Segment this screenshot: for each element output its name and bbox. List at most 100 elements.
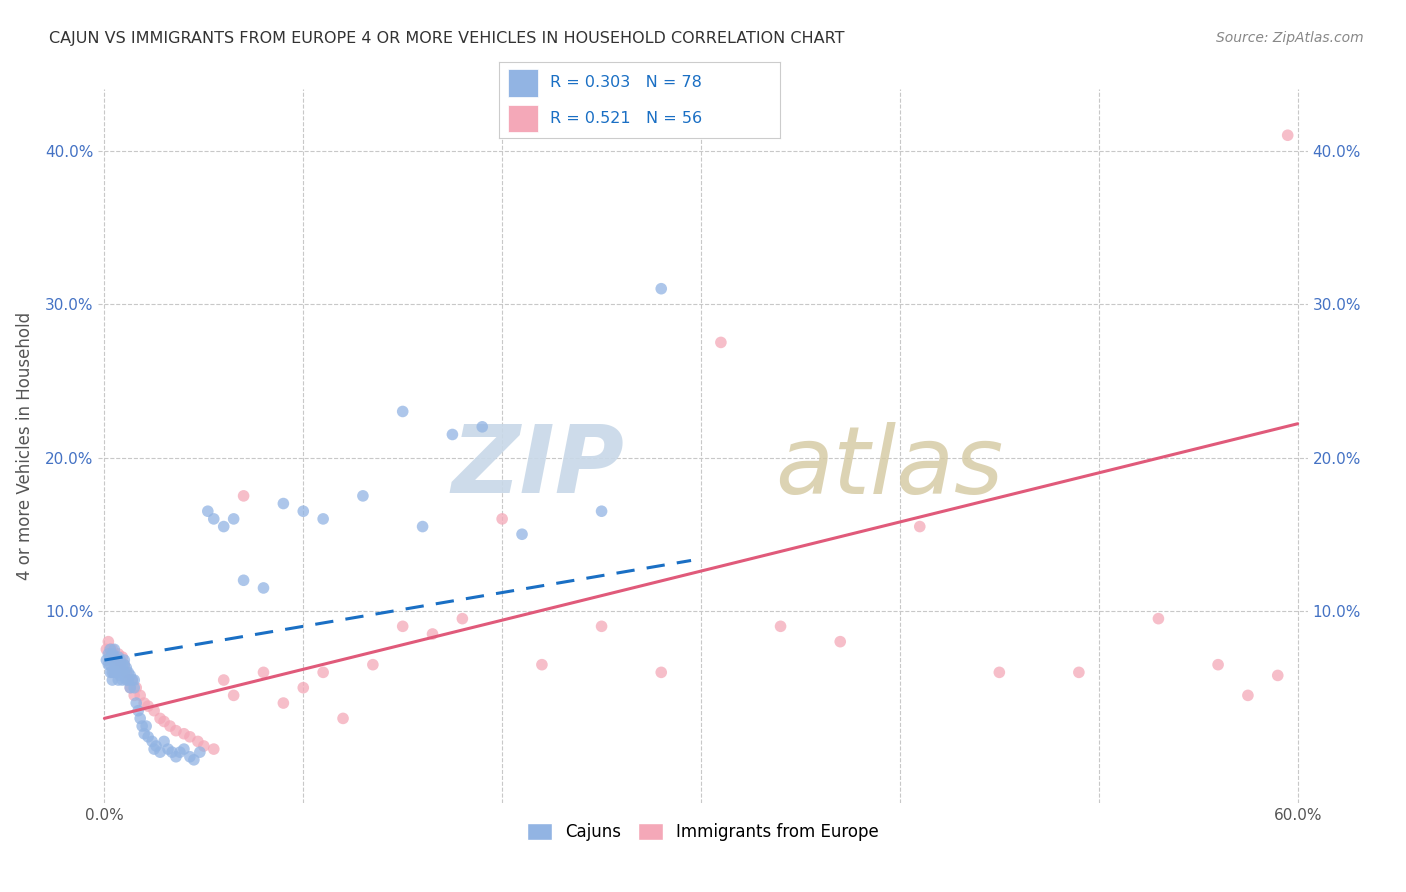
Point	[101, 673, 124, 687]
Point	[173, 727, 195, 741]
Point	[122, 673, 145, 687]
Point	[101, 647, 124, 661]
Point	[129, 711, 152, 725]
Point	[121, 673, 143, 687]
Point	[103, 657, 125, 672]
Point	[98, 642, 121, 657]
Point	[135, 719, 157, 733]
Point	[98, 642, 121, 657]
Point	[422, 627, 444, 641]
Point	[149, 745, 172, 759]
Point	[273, 497, 295, 511]
Point	[197, 504, 219, 518]
Point	[110, 653, 132, 667]
Point	[451, 612, 474, 626]
Point	[115, 673, 138, 687]
Point	[105, 665, 128, 680]
Text: R = 0.303   N = 78: R = 0.303 N = 78	[550, 76, 702, 90]
Point	[122, 681, 145, 695]
Point	[591, 619, 613, 633]
Point	[273, 696, 295, 710]
Point	[332, 711, 354, 725]
Point	[530, 657, 553, 672]
Point	[127, 704, 149, 718]
Point	[769, 619, 792, 633]
Point	[352, 489, 374, 503]
Point	[710, 335, 733, 350]
Point	[96, 653, 118, 667]
Point	[165, 749, 187, 764]
Point	[103, 642, 125, 657]
Point	[1147, 612, 1170, 626]
Point	[650, 665, 672, 680]
Text: CAJUN VS IMMIGRANTS FROM EUROPE 4 OR MORE VEHICLES IN HOUSEHOLD CORRELATION CHAR: CAJUN VS IMMIGRANTS FROM EUROPE 4 OR MOR…	[49, 31, 845, 46]
Point	[111, 650, 134, 665]
Point	[101, 665, 124, 680]
Y-axis label: 4 or more Vehicles in Household: 4 or more Vehicles in Household	[15, 312, 34, 580]
Point	[111, 657, 134, 672]
Point	[103, 665, 125, 680]
Point	[105, 653, 128, 667]
Point	[165, 723, 187, 738]
Point	[110, 657, 132, 672]
Point	[222, 512, 245, 526]
Point	[112, 657, 135, 672]
FancyBboxPatch shape	[508, 105, 538, 132]
Point	[1206, 657, 1229, 672]
Point	[112, 665, 135, 680]
Point	[115, 661, 138, 675]
Point	[96, 642, 118, 657]
Point	[136, 699, 159, 714]
Point	[107, 657, 129, 672]
Point	[391, 619, 413, 633]
Point	[110, 668, 132, 682]
Point	[391, 404, 413, 418]
Point	[179, 730, 201, 744]
Point	[988, 665, 1011, 680]
Point	[202, 512, 225, 526]
Text: R = 0.521   N = 56: R = 0.521 N = 56	[550, 111, 702, 126]
Point	[134, 727, 156, 741]
Point	[169, 745, 191, 759]
Point	[111, 673, 134, 687]
Point	[103, 653, 125, 667]
Point	[117, 665, 139, 680]
Point	[112, 653, 135, 667]
Point	[98, 650, 121, 665]
Point	[183, 753, 205, 767]
Point	[149, 711, 172, 725]
Point	[101, 642, 124, 657]
Point	[173, 742, 195, 756]
Point	[179, 749, 201, 764]
Point	[115, 665, 138, 680]
Point	[129, 689, 152, 703]
Point	[188, 745, 211, 759]
Point	[143, 742, 166, 756]
Point	[141, 734, 163, 748]
Point	[252, 581, 274, 595]
Point	[121, 673, 143, 687]
Point	[232, 489, 254, 503]
Point	[510, 527, 533, 541]
Point	[125, 696, 148, 710]
Point	[120, 668, 142, 682]
Point	[107, 647, 129, 661]
Point	[491, 512, 513, 526]
Legend: Cajuns, Immigrants from Europe: Cajuns, Immigrants from Europe	[520, 816, 886, 848]
Point	[292, 681, 315, 695]
Point	[471, 419, 494, 434]
Point	[441, 427, 464, 442]
Point	[591, 504, 613, 518]
Point	[117, 673, 139, 687]
Point	[143, 704, 166, 718]
Point	[212, 673, 235, 687]
Point	[159, 719, 181, 733]
Point	[98, 665, 121, 680]
Point	[157, 742, 180, 756]
Point	[125, 681, 148, 695]
Point	[202, 742, 225, 756]
Point	[103, 650, 125, 665]
Point	[153, 714, 176, 729]
Point	[412, 519, 434, 533]
Point	[1277, 128, 1299, 143]
